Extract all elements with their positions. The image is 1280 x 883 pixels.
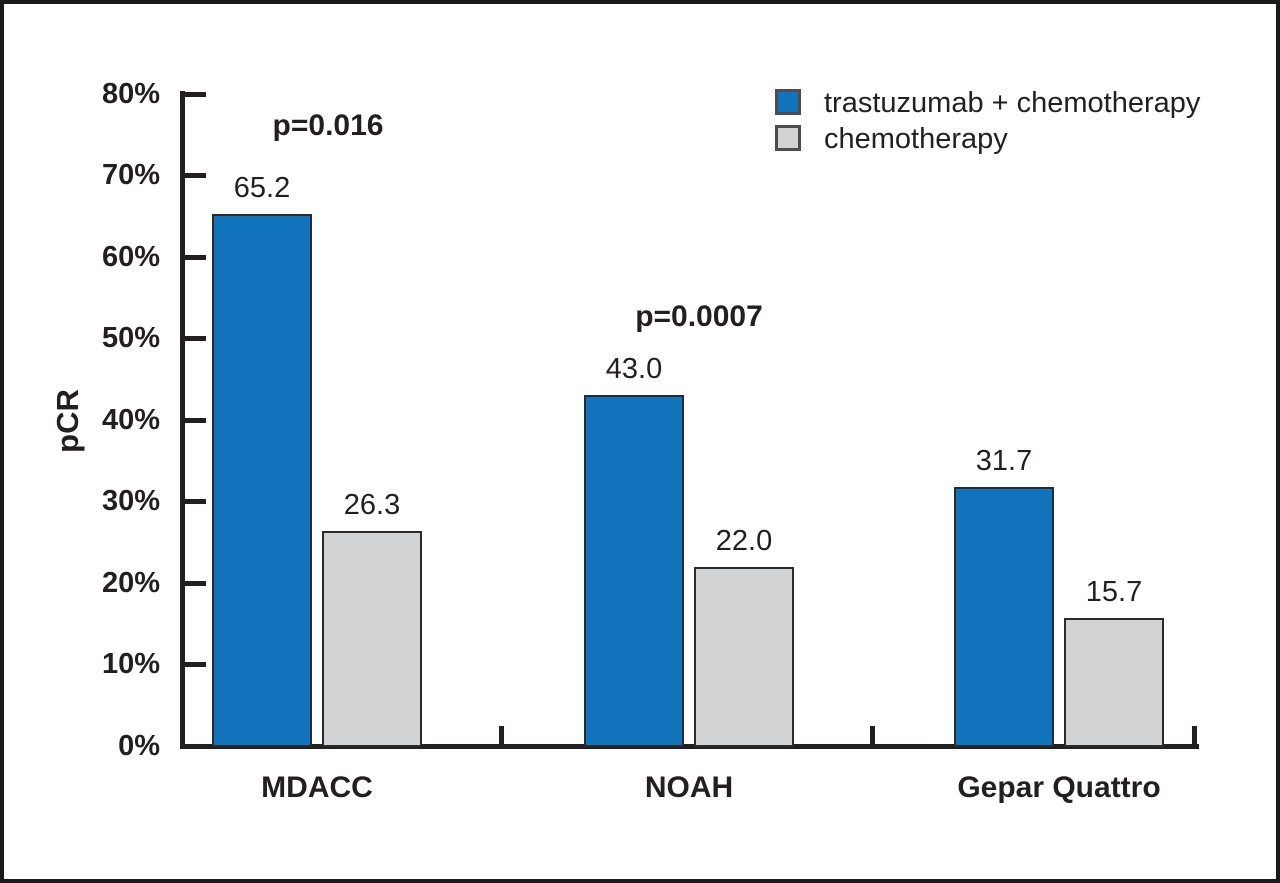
bar-noah-chemo: [694, 566, 794, 747]
y-tick-label: 50%: [101, 322, 160, 355]
bar-gepar-quattro-trastuzumab-chemo: [954, 487, 1054, 747]
y-tick-mark: [184, 91, 206, 97]
y-tick-label: 80%: [101, 77, 160, 110]
legend-swatch-chemo: [775, 125, 801, 151]
category-label-noah: NOAH: [644, 771, 734, 804]
bar-gepar-quattro-chemo: [1064, 617, 1164, 747]
bar-value-label: 31.7: [975, 445, 1033, 478]
bar-value-label: 15.7: [1085, 575, 1143, 608]
y-tick-mark: [184, 580, 206, 586]
x-axis-line: [180, 744, 1199, 749]
y-tick-mark: [184, 336, 206, 342]
category-label-mdacc: MDACC: [261, 771, 373, 804]
y-tick-mark: [184, 662, 206, 668]
y-tick-label: 10%: [101, 648, 160, 681]
y-tick-label: 60%: [101, 240, 160, 273]
bar-value-label: 43.0: [605, 353, 663, 386]
y-tick-mark: [184, 254, 206, 260]
y-tick-label: 70%: [101, 159, 160, 192]
y-tick-label: 30%: [101, 485, 160, 518]
legend-swatch-trastuzumab-chemo: [775, 89, 801, 115]
legend-label: chemotherapy: [824, 123, 1008, 155]
bar-value-label: 26.3: [343, 489, 401, 522]
y-tick-label: 20%: [101, 566, 160, 599]
legend-label: trastuzumab + chemotherapy: [824, 87, 1201, 119]
p-value-annotation: p=0.016: [272, 109, 384, 142]
category-label-gepar-quattro: Gepar Quattro: [957, 771, 1161, 804]
bar-value-label: 65.2: [233, 172, 291, 205]
y-axis-line: [180, 91, 185, 749]
p-value-annotation: p=0.0007: [635, 300, 763, 333]
y-tick-label: 0%: [118, 730, 160, 762]
y-tick-label: 40%: [101, 403, 160, 436]
y-tick-mark: [184, 173, 206, 179]
x-tick-mark: [870, 726, 875, 746]
x-tick-mark: [1192, 726, 1197, 746]
bar-value-label: 22.0: [715, 524, 773, 557]
y-tick-mark: [184, 417, 206, 423]
x-tick-mark: [499, 726, 504, 746]
bar-mdacc-chemo: [322, 531, 422, 747]
bar-noah-trastuzumab-chemo: [584, 395, 684, 747]
bar-mdacc-trastuzumab-chemo: [212, 214, 312, 747]
y-tick-mark: [184, 499, 206, 505]
